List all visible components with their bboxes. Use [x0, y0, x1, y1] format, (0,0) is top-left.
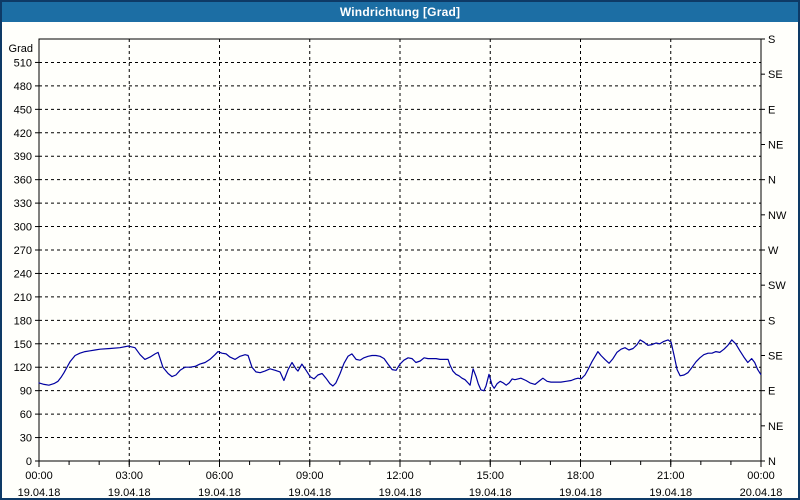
compass-label: SE: [768, 69, 783, 81]
x-axis-date-label: 19.04.18: [18, 487, 61, 498]
compass-label: S: [768, 315, 775, 327]
window-titlebar: Windrichtung [Grad]: [2, 2, 798, 22]
y-axis-tick-label: 210: [14, 292, 32, 304]
x-axis-date-label: 19.04.18: [379, 487, 422, 498]
x-axis-date-label: 19.04.18: [649, 487, 692, 498]
y-axis-tick-label: 330: [14, 198, 32, 210]
x-axis-time-label: 06:00: [206, 470, 234, 482]
x-axis-time-label: 09:00: [296, 470, 324, 482]
x-axis-time-label: 12:00: [386, 470, 414, 482]
y-axis-tick-label: 480: [14, 81, 32, 93]
y-axis-tick-label: 390: [14, 151, 32, 163]
compass-label: SE: [768, 351, 783, 363]
wind-direction-chart: 0 30 60 90 120 150 180 210 240 270 300 330 360 390 420…: [9, 34, 787, 498]
y-axis-tick-label: 90: [20, 386, 32, 398]
y-axis-tick-label: 150: [14, 339, 32, 351]
x-axis-date-label: 19.04.18: [288, 487, 331, 498]
compass-label: N: [768, 175, 776, 187]
compass-label: E: [768, 104, 775, 116]
chart-area: 0 30 60 90 120 150 180 210 240 270 300 330 360 390 420…: [2, 22, 798, 498]
compass-label: N: [768, 456, 776, 468]
x-axis-date-label: 19.04.18: [198, 487, 241, 498]
y-axis-tick-label: 120: [14, 362, 32, 374]
x-axis-time-label: 00:00: [747, 470, 775, 482]
compass-label: SW: [768, 280, 786, 292]
x-axis-date-label: 19.04.18: [559, 487, 602, 498]
y-axis-unit-label: Grad: [9, 43, 33, 55]
y-axis-tick-label: 180: [14, 315, 32, 327]
x-axis-time-label: 21:00: [657, 470, 685, 482]
y-axis-tick-label: 510: [14, 57, 32, 69]
y-axis-tick-label: 420: [14, 128, 32, 140]
x-axis-time-label: 18:00: [567, 470, 595, 482]
wind-direction-line: [38, 339, 762, 392]
x-axis-date-label: 20.04.18: [740, 487, 783, 498]
compass-label: S: [768, 34, 775, 46]
compass-label: NW: [768, 210, 787, 222]
compass-label: NE: [768, 140, 783, 152]
y-axis-tick-label: 360: [14, 175, 32, 187]
y-axis-tick-label: 0: [26, 456, 32, 468]
window-title: Windrichtung [Grad]: [339, 5, 461, 19]
x-axis-time-label: 03:00: [115, 470, 143, 482]
y-axis-tick-label: 240: [14, 268, 32, 280]
y-axis-tick-label: 300: [14, 222, 32, 234]
compass-label: E: [768, 386, 775, 398]
y-axis-tick-label: 30: [20, 433, 32, 445]
x-axis-time-label: 00:00: [25, 470, 53, 482]
y-axis-tick-label: 60: [20, 409, 32, 421]
x-axis-time-label: 15:00: [476, 470, 504, 482]
x-axis-date-label: 19.04.18: [469, 487, 512, 498]
compass-label: W: [768, 245, 779, 257]
compass-label: NE: [768, 421, 783, 433]
y-axis-tick-label: 270: [14, 245, 32, 257]
x-axis-date-label: 19.04.18: [108, 487, 151, 498]
y-axis-tick-label: 450: [14, 104, 32, 116]
